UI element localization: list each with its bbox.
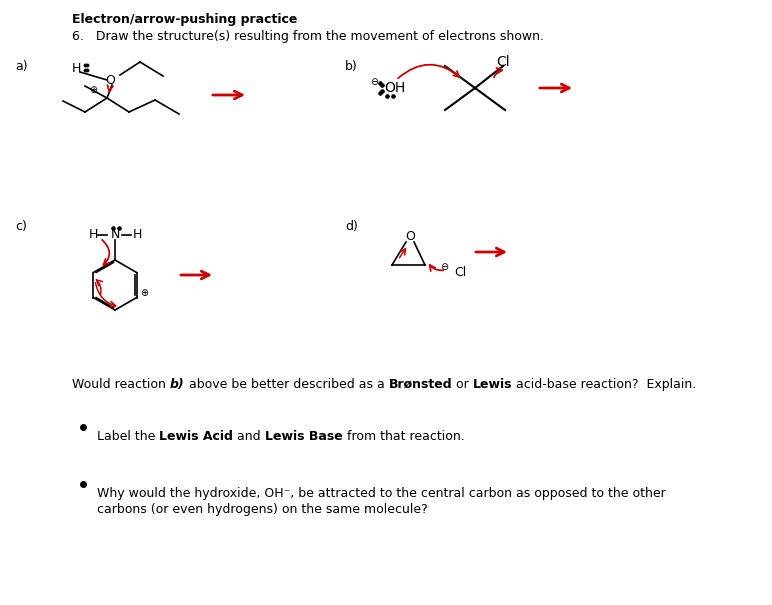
Text: or: or [452,378,472,391]
Text: c): c) [15,220,27,233]
Text: Lewis: Lewis [472,378,513,391]
Text: H: H [132,229,142,241]
Text: O: O [105,73,115,87]
Text: 6.   Draw the structure(s) resulting from the movement of electrons shown.: 6. Draw the structure(s) resulting from … [72,30,544,43]
Text: ⊕: ⊕ [140,288,148,298]
Text: O: O [405,231,415,243]
Text: and: and [233,430,265,443]
Text: H: H [88,229,98,241]
Text: Lewis Acid: Lewis Acid [159,430,233,443]
Text: d): d) [345,220,358,233]
Text: H: H [72,62,81,74]
Text: b): b) [345,60,357,73]
Text: Label the: Label the [97,430,159,443]
Text: ⊖: ⊖ [440,262,448,272]
Text: above be better described as a: above be better described as a [185,378,388,391]
Text: OH: OH [384,81,405,95]
Text: Electron/arrow-pushing practice: Electron/arrow-pushing practice [72,13,297,26]
Text: Why would the hydroxide, OH⁻, be attracted to the central carbon as opposed to t: Why would the hydroxide, OH⁻, be attract… [97,487,665,500]
Text: carbons (or even hydrogens) on the same molecule?: carbons (or even hydrogens) on the same … [97,503,428,516]
Text: Cl: Cl [454,266,466,278]
Text: acid-base reaction?  Explain.: acid-base reaction? Explain. [513,378,696,391]
Text: ⊖: ⊖ [370,77,378,87]
Text: ⊕: ⊕ [89,85,97,95]
Text: Cl: Cl [496,55,510,69]
Text: a): a) [15,60,28,73]
Text: Would reaction: Would reaction [72,378,170,391]
Text: b): b) [170,378,185,391]
Text: Brønsted: Brønsted [388,378,452,391]
Text: Lewis Base: Lewis Base [265,430,343,443]
Text: N: N [110,229,120,241]
Text: from that reaction.: from that reaction. [343,430,465,443]
